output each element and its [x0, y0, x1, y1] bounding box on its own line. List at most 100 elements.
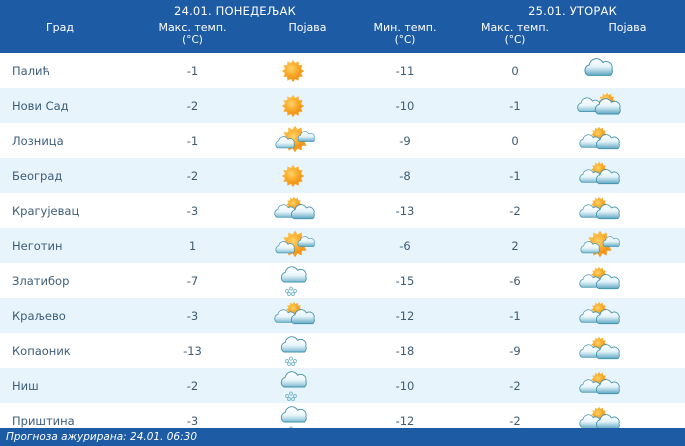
monday-max-temp: -3 [120, 298, 265, 333]
tuesday-min-temp: -10 [350, 88, 460, 123]
column-header-mon-max: Макс. темп. (°C) [120, 20, 265, 53]
tuesday-min-temp: -9 [350, 123, 460, 158]
snow-cloud-icon [271, 335, 327, 366]
monday-max-temp: -2 [120, 158, 265, 193]
snow-cloud-icon [271, 370, 327, 401]
mostly-cloudy-icon [576, 92, 632, 114]
column-header-tue-icon: Појава [570, 20, 685, 53]
cloudy-icon [576, 57, 632, 77]
day-header-monday: 24.01. ПОНЕДЕЉАК [120, 0, 350, 20]
column-header-mon-max-unit: (°C) [182, 34, 203, 46]
tuesday-min-temp: -6 [350, 228, 460, 263]
forecast-updated-text: Прогноза ажурирана: 24.01. 06:30 [6, 431, 198, 443]
table-row: Златибор -7 -15 -6 [0, 263, 685, 298]
column-header-tue-min-unit: (°C) [394, 34, 416, 46]
table-row: Нови Сад -2 -10 -1 [0, 88, 685, 123]
monday-weather-icon-cell [265, 228, 350, 263]
tuesday-weather-icon-cell [570, 53, 685, 88]
sunny-icon [271, 164, 327, 187]
monday-max-temp: -1 [120, 53, 265, 88]
monday-weather-icon-cell [265, 263, 350, 298]
column-header-tue-max: Макс. темп. (°C) [460, 20, 570, 53]
table-row: Неготин 1 -6 2 [0, 228, 685, 263]
snow-cloud-icon [271, 405, 327, 436]
table-header: 24.01. ПОНЕДЕЉАК 25.01. УТОРАК Град Макс… [0, 0, 685, 53]
partly-cloudy-icon [271, 301, 327, 324]
city-name: Неготин [0, 228, 120, 263]
tuesday-max-temp: -6 [460, 263, 570, 298]
tuesday-max-temp: 0 [460, 53, 570, 88]
tuesday-weather-icon-cell [570, 88, 685, 123]
table-row: Лозница -1 -9 0 [0, 123, 685, 158]
column-header-tue-min: Мин. темп. (°C) [350, 20, 460, 53]
monday-weather-icon-cell [265, 123, 350, 158]
city-name: Палић [0, 53, 120, 88]
tuesday-weather-icon-cell [570, 298, 685, 333]
monday-max-temp: -13 [120, 333, 265, 368]
tuesday-max-temp: -1 [460, 298, 570, 333]
partly-cloudy-icon [576, 126, 632, 149]
sun-behind-cloud-icon [271, 230, 327, 257]
partly-cloudy-icon [576, 161, 632, 184]
tuesday-max-temp: -1 [460, 158, 570, 193]
city-name: Нови Сад [0, 88, 120, 123]
day-header-spacer [0, 0, 120, 20]
day-header-tuesday: 25.01. УТОРАК [460, 0, 685, 20]
column-header-row: Град Макс. темп. (°C) Појава Мин. темп. … [0, 20, 685, 53]
table-row: Крагујевац -3 -13 -2 [0, 193, 685, 228]
table-row: Приштина -3 -12 -2 [0, 403, 685, 438]
tuesday-min-temp: -12 [350, 298, 460, 333]
partly-cloudy-icon [576, 266, 632, 289]
tuesday-min-temp: -13 [350, 193, 460, 228]
column-header-city: Град [0, 20, 120, 53]
tuesday-min-temp: -11 [350, 53, 460, 88]
snow-cloud-icon [271, 265, 327, 296]
monday-max-temp: -2 [120, 368, 265, 403]
city-name: Златибор [0, 263, 120, 298]
footer-bar: Прогноза ажурирана: 24.01. 06:30 [0, 428, 685, 446]
table-row: Београд -2 -8 -1 [0, 158, 685, 193]
tuesday-max-temp: -9 [460, 333, 570, 368]
monday-max-temp: -1 [120, 123, 265, 158]
tuesday-weather-icon-cell [570, 368, 685, 403]
column-header-mon-max-title: Макс. темп. [158, 21, 227, 34]
tuesday-max-temp: 2 [460, 228, 570, 263]
monday-max-temp: 1 [120, 228, 265, 263]
day-header-row: 24.01. ПОНЕДЕЉАК 25.01. УТОРАК [0, 0, 685, 20]
monday-max-temp: -2 [120, 88, 265, 123]
tuesday-max-temp: -2 [460, 193, 570, 228]
partly-cloudy-icon [576, 406, 632, 429]
tuesday-max-temp: -1 [460, 88, 570, 123]
sunny-icon [271, 94, 327, 117]
partly-cloudy-icon [576, 301, 632, 324]
monday-weather-icon-cell [265, 53, 350, 88]
sun-behind-cloud-icon [576, 230, 632, 257]
monday-weather-icon-cell [265, 193, 350, 228]
tuesday-max-temp: 0 [460, 123, 570, 158]
column-header-tue-max-title: Макс. темп. [480, 21, 550, 34]
day-header-spacer-2 [350, 0, 460, 20]
tuesday-min-temp: -8 [350, 158, 460, 193]
tuesday-weather-icon-cell [570, 228, 685, 263]
partly-cloudy-icon [576, 371, 632, 394]
monday-weather-icon-cell [265, 298, 350, 333]
tuesday-weather-icon-cell [570, 333, 685, 368]
tuesday-weather-icon-cell [570, 263, 685, 298]
table-row: Палић -1 -11 0 [0, 53, 685, 88]
partly-cloudy-icon [576, 336, 632, 359]
tuesday-max-temp: -2 [460, 368, 570, 403]
sun-behind-cloud-icon [271, 125, 327, 152]
table-row: Копаоник -13 -18 -9 [0, 333, 685, 368]
table-body: Палић -1 -11 0 Нови Сад -2 -10 -1 Лозница -1 -9 0 Бе… [0, 53, 685, 438]
column-header-tue-min-title: Мин. темп. [373, 21, 437, 34]
tuesday-min-temp: -10 [350, 368, 460, 403]
column-header-mon-icon: Појава [265, 20, 350, 53]
city-name: Копаоник [0, 333, 120, 368]
city-name: Лозница [0, 123, 120, 158]
tuesday-min-temp: -15 [350, 263, 460, 298]
column-header-tue-max-unit: (°C) [504, 34, 526, 46]
tuesday-weather-icon-cell [570, 123, 685, 158]
monday-weather-icon-cell [265, 333, 350, 368]
